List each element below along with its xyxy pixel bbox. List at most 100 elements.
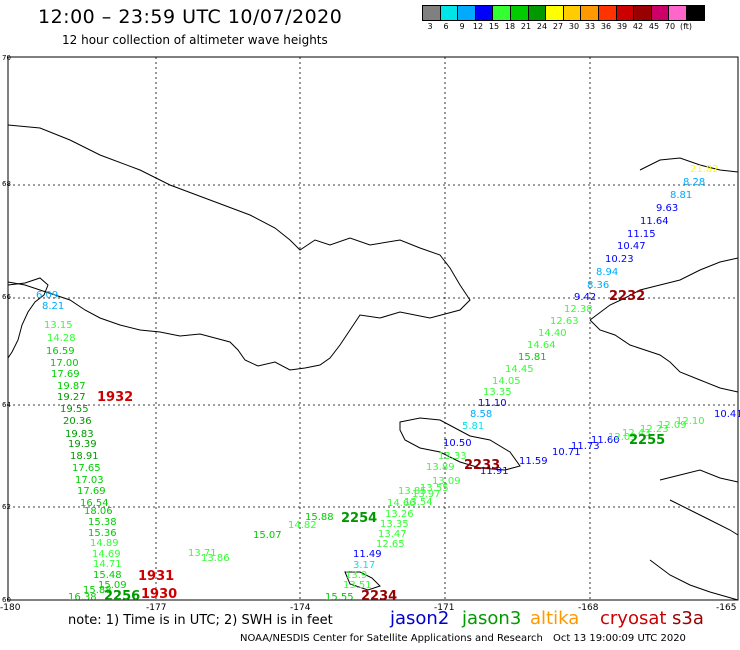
wave-height-label: 20.36 <box>63 416 92 427</box>
colorbar-label: 42 <box>632 22 644 31</box>
wave-height-label: 12.43 <box>622 428 651 439</box>
wave-height-label: 11.73 <box>571 441 600 452</box>
pass-time-label: 1932 <box>97 390 133 405</box>
colorbar-label: 21 <box>520 22 532 31</box>
wave-height-label: 11.60 <box>591 435 620 446</box>
credit-line: NOAA/NESDIS Center for Satellite Applica… <box>240 633 543 644</box>
wave-height-label: 12.38 <box>564 304 593 315</box>
wave-height-label: 14.69 <box>92 549 121 560</box>
legend-jason3: jason3 <box>462 608 522 629</box>
wave-height-colorbar <box>422 5 705 21</box>
lat-label: 68 <box>2 180 11 188</box>
wave-height-label: 8.28 <box>683 177 705 188</box>
pass-time-label: 1931 <box>138 569 174 584</box>
wave-height-label: 18.06 <box>84 506 113 517</box>
wave-height-label: 19.39 <box>68 439 97 450</box>
wave-height-label: 10.23 <box>605 254 634 265</box>
pass-time-label: 2234 <box>361 589 397 604</box>
colorbar-label: 12 <box>472 22 484 31</box>
wave-height-label: 13.97 <box>412 489 441 500</box>
wave-height-label: 12.09 <box>608 432 637 443</box>
wave-height-label: 12.65 <box>376 539 405 550</box>
wave-height-label: 19.83 <box>65 429 94 440</box>
wave-height-label: 11.91 <box>480 466 509 477</box>
wave-height-label: 10.47 <box>617 241 646 252</box>
map-frame <box>7 56 739 601</box>
wave-height-label: 13.9 <box>345 570 367 581</box>
wave-height-label: 3.17 <box>353 560 375 571</box>
wave-height-label: 14.45 <box>505 364 534 375</box>
wave-height-label: 13.54 <box>404 497 433 508</box>
wave-height-label: 8.36 <box>587 280 609 291</box>
wave-height-label: 8.21 <box>42 301 64 312</box>
wave-height-label: 15.55 <box>325 592 354 603</box>
colorbar-label: 27 <box>552 22 564 31</box>
generated-date: Oct 13 19:00:09 UTC 2020 <box>553 633 686 644</box>
pass-time-label: 2255 <box>629 433 665 448</box>
pass-time-label: 2256 <box>104 589 140 604</box>
colorbar-label: 70 <box>664 22 676 31</box>
wave-height-label: 15.81 <box>518 352 547 363</box>
wave-height-label: 13.26 <box>385 509 414 520</box>
wave-height-label: 16.54 <box>80 498 109 509</box>
axis-labels: 70 68 66 64 62 60-180 -177 -174 -171 -168 -165 <box>0 54 736 613</box>
wave-height-label: 13.86 <box>201 553 230 564</box>
lat-label: 70 <box>2 54 11 62</box>
pass-time-label: 2232 <box>609 289 645 304</box>
wave-height-label: 11.64 <box>640 216 669 227</box>
lat-label: 62 <box>2 503 11 511</box>
wave-height-label: 13.71 <box>188 548 217 559</box>
legend-jason2: jason2 <box>390 608 450 629</box>
colorbar-swatch <box>685 5 705 21</box>
wave-height-label: 18.91 <box>70 451 99 462</box>
wave-height-label: 17.69 <box>51 369 80 380</box>
wave-height-label: 12.23 <box>640 424 669 435</box>
wave-height-label: 13.89 <box>426 462 455 473</box>
lon-label: -165 <box>716 603 736 613</box>
wave-height-label: 8.81 <box>670 190 692 201</box>
wave-height-label: 14.82 <box>288 520 317 531</box>
colorbar-label: 39 <box>616 22 628 31</box>
wave-height-label: 14.28 <box>47 333 76 344</box>
wave-height-label: 12.09 <box>658 420 687 431</box>
wave-height-label: 9.42 <box>574 292 596 303</box>
wave-height-label: 16.38 <box>68 592 97 603</box>
legend-altika: altika <box>530 608 580 629</box>
wave-height-label: 9.63 <box>656 203 678 214</box>
lon-label: -180 <box>0 603 21 613</box>
wave-height-label: 11.59 <box>519 456 548 467</box>
colorbar-label: 24 <box>536 22 548 31</box>
wave-height-label: 11.49 <box>353 549 382 560</box>
lon-label: -171 <box>434 603 454 613</box>
wave-height-label: 16.59 <box>46 346 75 357</box>
coastlines <box>7 124 739 601</box>
pass-time-label: 2233 <box>464 458 500 473</box>
colorbar-label: 36 <box>600 22 612 31</box>
wave-height-label: 13.85 <box>398 486 427 497</box>
wave-height-label: 10.41 <box>714 409 740 420</box>
wave-height-label: 11.10 <box>478 398 507 409</box>
wave-height-label: 13.35 <box>483 387 512 398</box>
wave-height-label: 14.05 <box>492 376 521 387</box>
wave-height-label: 12.63 <box>550 316 579 327</box>
colorbar-label: 45 <box>648 22 660 31</box>
wave-height-label: 17.00 <box>50 358 79 369</box>
lon-label: -168 <box>578 603 599 613</box>
lon-label: -174 <box>290 603 311 613</box>
wave-height-label: 13.51 <box>343 580 372 591</box>
wave-height-label: 15.36 <box>88 528 117 539</box>
lat-label: 66 <box>2 293 11 301</box>
wave-height-label: 14.89 <box>90 538 119 549</box>
colorbar-label: 18 <box>504 22 516 31</box>
wave-height-label: 8.94 <box>596 267 618 278</box>
wave-height-label: 10.50 <box>443 438 472 449</box>
map-title: 12:00 – 23:59 UTC 10/07/2020 <box>38 6 343 28</box>
wave-height-label: 17.65 <box>72 463 101 474</box>
colorbar-label: 9 <box>459 22 465 31</box>
wave-height-label: 15.09 <box>98 580 127 591</box>
wave-height-label: 11.15 <box>627 229 656 240</box>
map-subtitle: 12 hour collection of altimeter wave hei… <box>62 33 328 47</box>
legend-s3a: s3a <box>672 608 704 629</box>
pass-time-label: 2254 <box>341 511 377 526</box>
wave-height-label: 19.55 <box>60 404 89 415</box>
